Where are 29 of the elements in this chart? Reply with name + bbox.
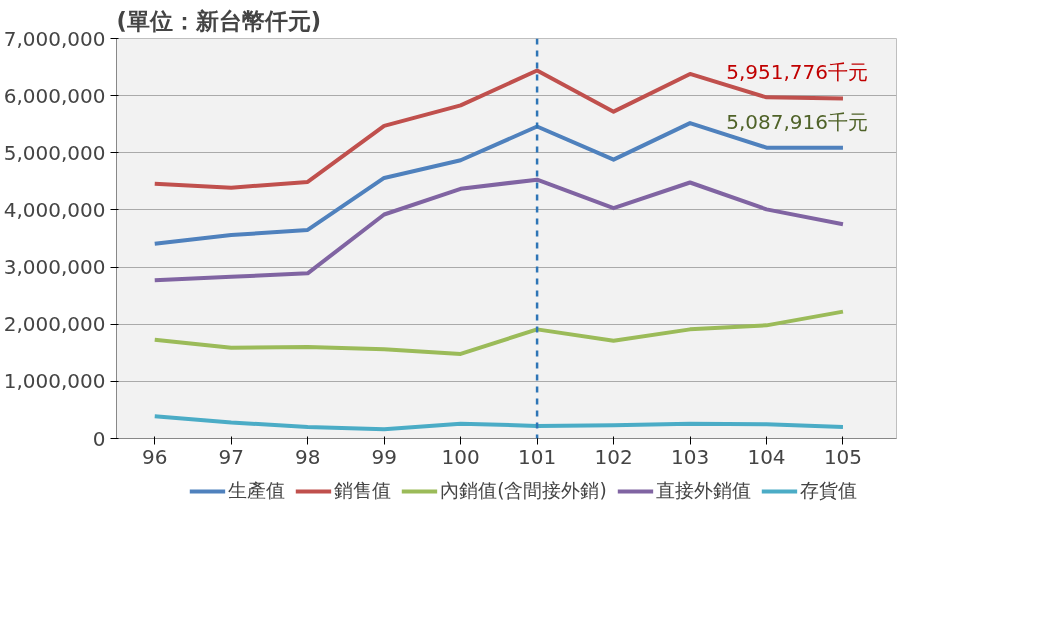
x-tick-label: 105	[823, 444, 863, 469]
x-tick-label: 103	[670, 444, 710, 469]
legend-label: 存貨值	[799, 479, 857, 503]
legend-label: 生產值	[228, 479, 286, 503]
annotation: 5,087,916千元	[726, 109, 868, 134]
y-tick-label: 6,000,000	[3, 83, 106, 108]
x-tick-label: 100	[441, 444, 480, 469]
x-tick-label: 96	[142, 444, 168, 469]
legend-label: 直接外銷值	[655, 479, 751, 503]
legend-label: 銷售值	[334, 479, 392, 503]
y-tick-label: 2,000,000	[3, 312, 106, 337]
x-tick-label: 97	[218, 444, 244, 469]
x-tick-label: 99	[371, 444, 397, 469]
annotation: 5,951,776千元	[726, 60, 868, 85]
line-series	[152, 177, 845, 283]
legend-label: 內銷值(含間接外銷)	[440, 479, 607, 503]
line-series	[152, 414, 845, 432]
x-tick-label: 98	[294, 444, 321, 469]
x-tick-label: 101	[518, 444, 557, 469]
x-tick-label: 102	[594, 444, 633, 469]
y-tick-label: 4,000,000	[3, 197, 106, 222]
y-tick-label: 7,000,000	[3, 26, 106, 51]
line-series	[152, 309, 845, 356]
x-tick-label: 104	[747, 444, 786, 469]
y-tick-label: 5,000,000	[3, 140, 106, 165]
y-tick-label: 0	[92, 426, 106, 451]
chart-title: (單位：新台幣仟元)	[116, 7, 322, 34]
y-tick-label: 3,000,000	[3, 255, 106, 280]
y-tick-label: 1,000,000	[3, 369, 106, 394]
